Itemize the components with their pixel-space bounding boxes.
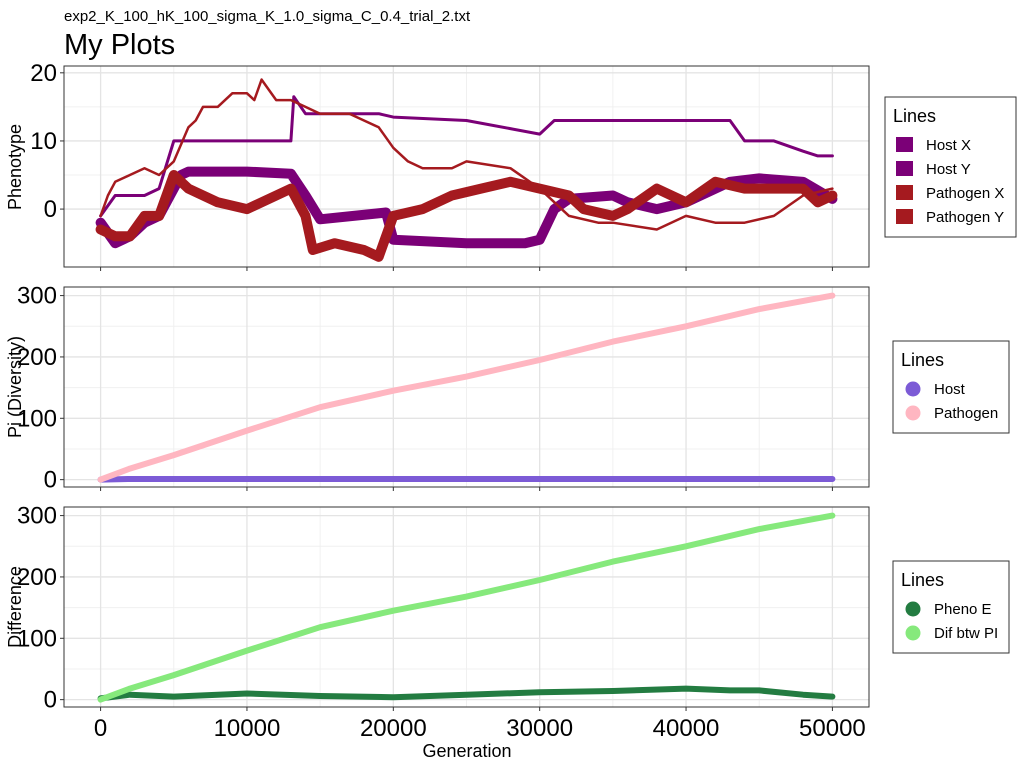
- plot-border: [63, 65, 870, 268]
- y-axis-label-difference: Difference: [5, 566, 25, 648]
- legend-label-host-x: Host X: [926, 137, 971, 154]
- legend-title: Lines: [901, 350, 944, 370]
- series-line-dif-btw-pi: [97, 512, 836, 703]
- legend-label-pathogen: Pathogen: [934, 405, 998, 422]
- legend-label-dif-btw-pi: Dif btw PI: [934, 625, 998, 642]
- legend-key-dif-btw-pi: [905, 625, 921, 641]
- legend-key-pathogen: [905, 405, 921, 421]
- legend-key-host-x: [896, 137, 913, 152]
- series-group: [95, 78, 838, 262]
- legend: Lines Host X Host Y Pathogen X Pathogen Y: [884, 96, 1017, 238]
- y-tick-label: 20: [30, 60, 57, 87]
- y-tick-label: 200: [17, 564, 57, 591]
- legend-label-host: Host: [934, 381, 966, 398]
- y-tick-label: 10: [30, 128, 57, 155]
- x-tick-label: 40000: [653, 715, 720, 742]
- series-line-pathogen-y: [99, 78, 834, 231]
- y-tick-label: 0: [44, 467, 57, 494]
- legend-key-pathogen-y: [896, 209, 913, 224]
- legend-title: Lines: [893, 106, 936, 126]
- series-line-pheno-e: [97, 685, 836, 702]
- y-tick-label: 0: [44, 687, 57, 714]
- legend-title: Lines: [901, 570, 944, 590]
- series-group: [97, 292, 836, 483]
- legend-label-pathogen-y: Pathogen Y: [926, 209, 1004, 226]
- plot-border: [63, 506, 870, 708]
- series-group: [97, 512, 836, 703]
- series-line-host: [97, 476, 836, 483]
- series-line-host-x: [99, 95, 834, 218]
- x-axis-label: Generation: [422, 741, 511, 761]
- x-tick-label: 50000: [799, 715, 866, 742]
- legend-key-host-y: [896, 161, 913, 176]
- phenotype-panel: 0 10 20 Lines Host X Host Y Pathogen X Pathogen…: [30, 60, 1017, 271]
- x-tick-label: 20000: [360, 715, 427, 742]
- diversity-panel: 0 100 200 300 Lines Host Pathogen: [17, 283, 1010, 494]
- plot-border: [63, 286, 870, 488]
- y-tick-label: 200: [17, 344, 57, 371]
- y-tick-label: 300: [17, 283, 57, 310]
- series-line-pathogen-x: [95, 170, 838, 262]
- x-tick-label: 0: [94, 715, 107, 742]
- x-tick-label: 10000: [214, 715, 281, 742]
- y-tick-label: 100: [17, 405, 57, 432]
- y-axis-label-diversity: Pi (Diversity): [5, 336, 25, 438]
- series-line-pathogen: [97, 292, 836, 483]
- y-tick-label: 100: [17, 625, 57, 652]
- difference-panel: 0 100 200 300 0 10000 20000 30000 40000 50000 Line…: [17, 503, 1010, 742]
- y-axis-label-phenotype: Phenotype: [5, 124, 25, 210]
- legend: Lines Host Pathogen: [892, 340, 1010, 434]
- legend-label-pheno-e: Pheno E: [934, 601, 992, 618]
- legend-key-host: [905, 381, 921, 397]
- legend-label-host-y: Host Y: [926, 161, 971, 178]
- y-tick-label: 0: [44, 196, 57, 223]
- y-tick-label: 300: [17, 503, 57, 530]
- file-subtitle: exp2_K_100_hK_100_sigma_K_1.0_sigma_C_0.…: [64, 8, 471, 25]
- legend: Lines Pheno E Dif btw PI: [892, 560, 1010, 654]
- legend-key-pheno-e: [905, 601, 921, 617]
- legend-label-pathogen-x: Pathogen X: [926, 185, 1004, 202]
- x-tick-label: 30000: [506, 715, 573, 742]
- legend-key-pathogen-x: [896, 185, 913, 200]
- figure-title: My Plots: [64, 29, 175, 61]
